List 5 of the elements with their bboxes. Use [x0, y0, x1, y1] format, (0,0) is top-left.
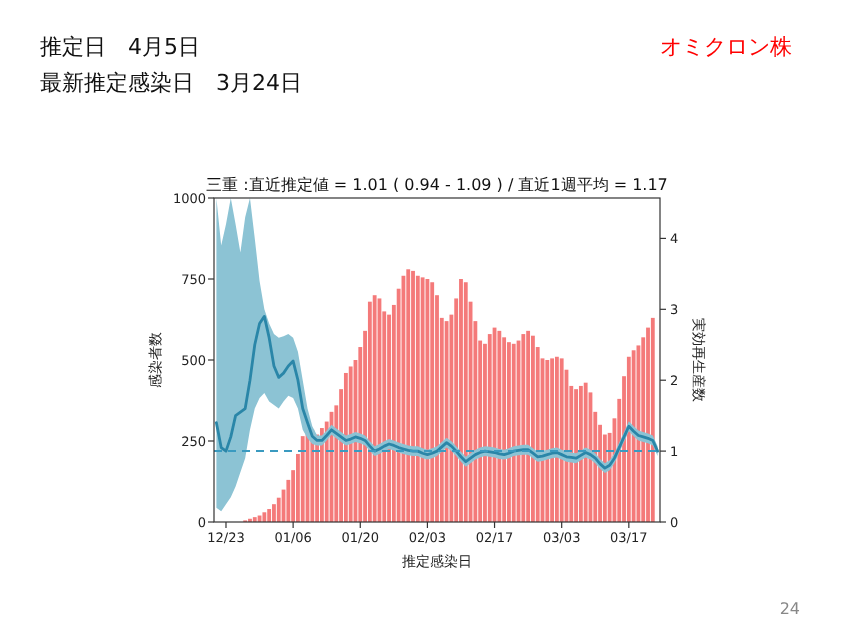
text: 24	[779, 600, 800, 618]
text: 推定日 4月5日	[40, 34, 200, 60]
text: オミクロン株	[660, 34, 792, 60]
text: 最新推定感染日 3月24日	[40, 70, 302, 96]
chart-title: 三重 :直近推定値 = 1.01 ( 0.94 - 1.09 ) / 直近1週平均 = 1.17	[206, 176, 668, 194]
